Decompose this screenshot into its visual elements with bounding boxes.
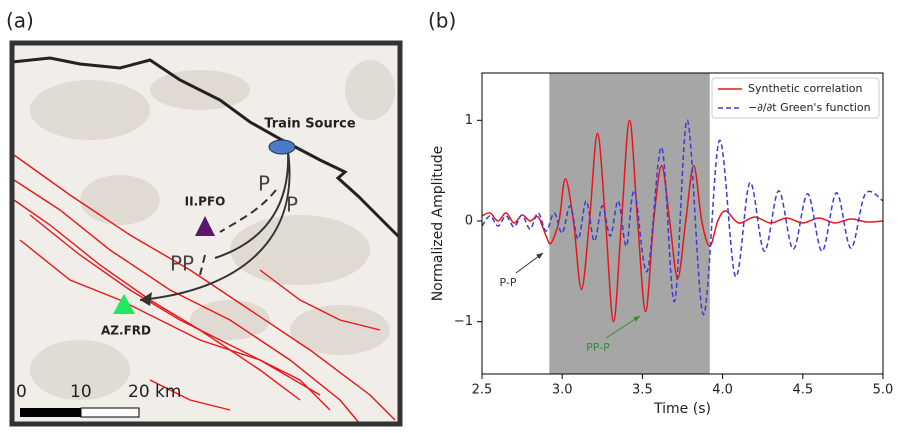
x-tick-label: 3.5 [632, 383, 653, 398]
y-axis-label: Normalized Amplitude [430, 146, 446, 302]
scale-label: 0 [16, 382, 27, 402]
y-tick-label: 0 [465, 213, 473, 228]
phase-label: P [258, 172, 270, 196]
x-tick-label: 4.0 [712, 383, 733, 398]
panel-label: (b) [428, 9, 456, 33]
scale-bar [20, 408, 81, 417]
y-tick-label: 1 [465, 113, 473, 128]
scale-label: 20 km [128, 382, 181, 402]
scale-bar [81, 408, 139, 417]
annotation: P-P [500, 276, 517, 289]
legend-label: Synthetic correlation [748, 82, 862, 95]
x-tick-label: 4.5 [792, 383, 813, 398]
x-tick-label: 3.0 [552, 383, 573, 398]
station-label: AZ.FRD [101, 324, 151, 338]
source-label: Train Source [264, 117, 356, 132]
train-source [269, 140, 295, 154]
scale-label: 10 [70, 382, 92, 402]
x-tick-label: 2.5 [472, 383, 493, 398]
phase-label: P [286, 193, 298, 217]
station-label: II.PFO [185, 195, 226, 209]
annotation: PP-P [586, 341, 610, 354]
annotation-arrow-head [536, 253, 543, 259]
y-tick-label: −1 [454, 314, 473, 329]
x-tick-label: 5.0 [873, 383, 894, 398]
legend-label: −∂/∂t Green's function [748, 101, 871, 114]
panel-label: (a) [6, 9, 34, 33]
phase-label: PP [170, 252, 194, 276]
figure: (a) Train Source II.PFO AZ.FRD P [0, 0, 898, 429]
x-axis-label: Time (s) [653, 401, 711, 417]
map: Train Source II.PFO AZ.FRD P P PP 0 10 2… [12, 43, 400, 424]
